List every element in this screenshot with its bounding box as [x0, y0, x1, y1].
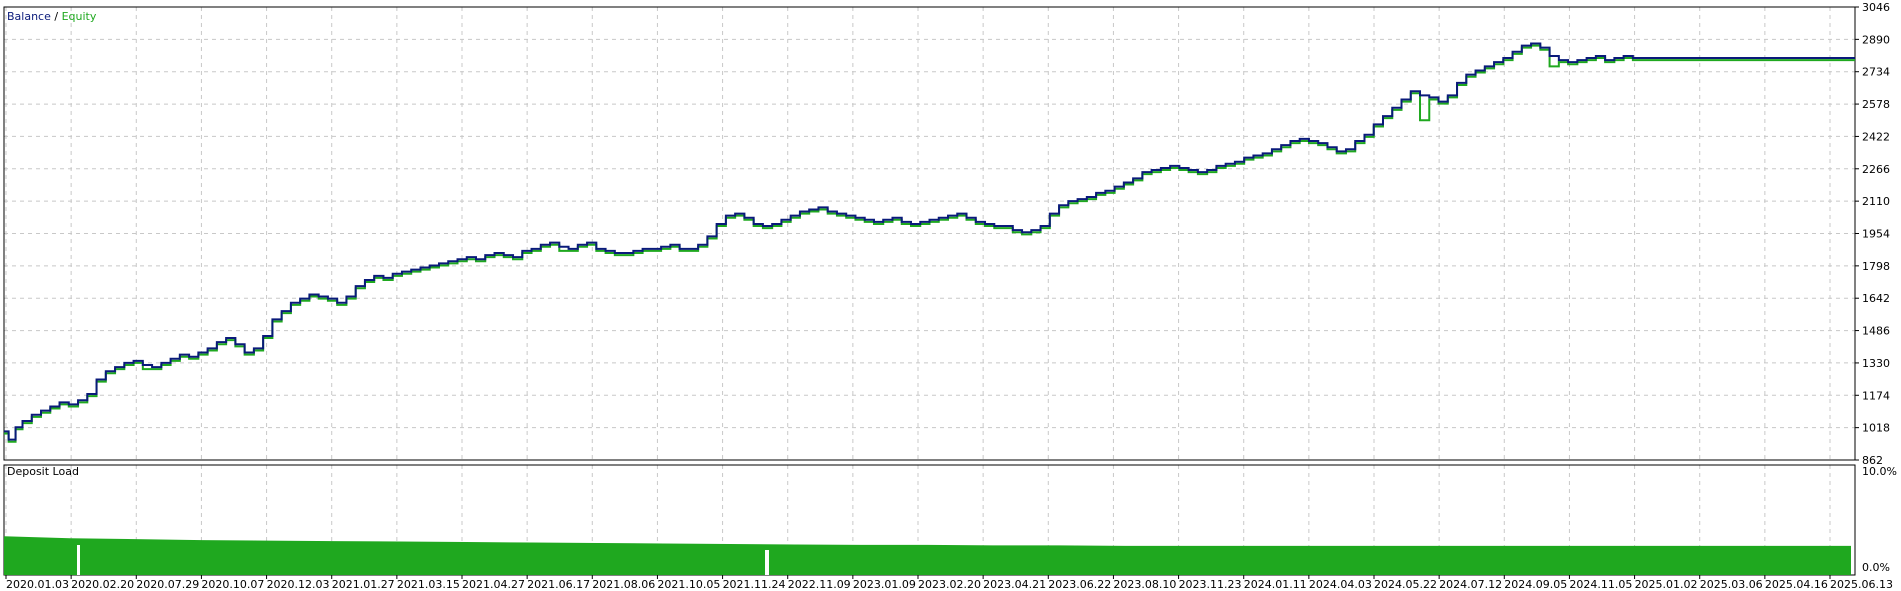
main-y-tick-label: 2578	[1862, 98, 1890, 111]
x-tick-label: 2023.04.21	[983, 578, 1046, 591]
deposit-load-panel: Deposit Load 10.0% 0.0% 2020.01.03 2020.02…	[3, 464, 1897, 591]
main-grid	[4, 6, 1855, 461]
main-y-tick-label: 2890	[1862, 33, 1890, 46]
x-tick-label: 2024.07.12	[1439, 578, 1502, 591]
x-tick-label: 2023.06.22	[1048, 578, 1111, 591]
main-y-tick-label: 1018	[1862, 422, 1890, 435]
x-tick-label: 2024.01.11	[1244, 578, 1307, 591]
x-tick-label: 2024.11.05	[1569, 578, 1632, 591]
deposit-load-area	[4, 536, 1851, 575]
deposit-y-tick-label: 10.0%	[1862, 465, 1897, 478]
legend-balance: Balance	[7, 10, 51, 23]
main-y-tick-label: 1330	[1862, 357, 1890, 370]
deposit-load-gap-1	[77, 545, 80, 575]
x-tick-label: 2025.01.02	[1635, 578, 1698, 591]
main-y-tick-label: 2734	[1862, 66, 1890, 79]
x-tick-label: 2025.06.13	[1830, 578, 1893, 591]
deposit-load-y-axis-ticks: 10.0% 0.0%	[1862, 465, 1897, 574]
x-tick-label: 2022.11.09	[788, 578, 851, 591]
x-tick-label: 2024.09.05	[1504, 578, 1567, 591]
x-tick-label: 2023.01.09	[853, 578, 916, 591]
x-tick-label: 2021.04.27	[462, 578, 525, 591]
deposit-load-title: Deposit Load	[7, 465, 79, 478]
x-tick-label: 2023.08.10	[1113, 578, 1176, 591]
x-tick-label: 2023.11.23	[1179, 578, 1242, 591]
deposit-load-gap-2	[765, 550, 769, 575]
main-y-tick-label: 2110	[1862, 195, 1890, 208]
x-tick-label: 2020.12.03	[267, 578, 330, 591]
main-y-tick-label: 2266	[1862, 163, 1890, 176]
x-tick-label: 2023.02.20	[918, 578, 981, 591]
x-tick-label: 2020.10.07	[201, 578, 264, 591]
x-axis-ticks: 2020.01.03 2020.02.20 2020.07.29 2020.10.07…	[5, 575, 1893, 591]
x-tick-label: 2020.07.29	[136, 578, 199, 591]
x-tick-label: 2021.03.15	[397, 578, 460, 591]
main-y-tick-label: 3046	[1862, 1, 1890, 14]
x-tick-label: 2020.01.03	[6, 578, 69, 591]
x-tick-label: 2021.10.05	[657, 578, 720, 591]
x-tick-label: 2025.03.06	[1700, 578, 1763, 591]
main-y-tick-label: 862	[1862, 454, 1883, 467]
x-tick-label: 2021.11.24	[723, 578, 786, 591]
balance-equity-panel: 3046 2890 2734 2578 2422 2266 2110 1954 1798 1642…	[3, 1, 1890, 467]
x-tick-label: 2021.08.06	[592, 578, 655, 591]
main-y-tick-label: 2422	[1862, 130, 1890, 143]
main-y-tick-label: 1486	[1862, 325, 1890, 338]
x-tick-label: 2020.02.20	[71, 578, 134, 591]
x-tick-label: 2021.06.17	[527, 578, 590, 591]
main-y-tick-label: 1954	[1862, 228, 1890, 241]
legend-separator: /	[51, 10, 62, 23]
x-tick-label: 2024.04.03	[1309, 578, 1372, 591]
x-tick-label: 2021.01.27	[332, 578, 395, 591]
x-tick-label: 2024.05.22	[1374, 578, 1437, 591]
legend-equity: Equity	[62, 10, 97, 23]
main-y-tick-label: 1798	[1862, 260, 1890, 273]
deposit-y-tick-label: 0.0%	[1862, 561, 1890, 574]
x-tick-label: 2025.04.16	[1765, 578, 1828, 591]
balance-series-line	[4, 42, 1855, 441]
main-y-tick-label: 1642	[1862, 292, 1890, 305]
chart-legend: Balance / Equity	[7, 10, 97, 23]
main-y-axis-ticks: 3046 2890 2734 2578 2422 2266 2110 1954 1798 1642…	[1855, 1, 1890, 467]
main-y-tick-label: 1174	[1862, 389, 1890, 402]
